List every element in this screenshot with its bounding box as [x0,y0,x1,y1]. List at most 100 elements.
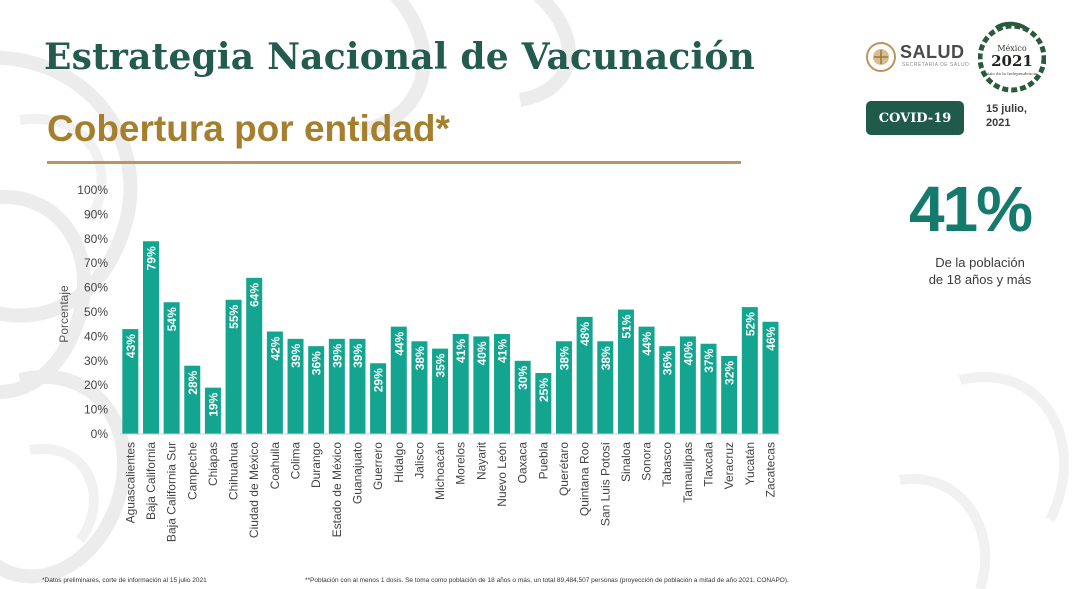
x-category-label: San Luis Potosí [598,441,612,526]
bar-value-label: 37% [702,348,716,372]
x-category-label: Sinaloa [619,442,633,482]
bar [287,338,304,434]
x-category-label: Guanajuato [350,442,364,504]
bar [308,346,325,434]
bar-value-label: 51% [619,314,633,338]
x-category-label: Chihuahua [227,442,241,500]
y-tick-label: 80% [84,232,108,246]
bar [597,341,614,434]
bar-value-label: 54% [165,307,179,331]
x-category-label: Nayarit [474,441,488,480]
date-label: 15 julio, 2021 [986,102,1046,130]
mexico-2021-emblem-icon: México 2021 Año de la Independencia [978,21,1046,93]
y-tick-label: 10% [84,403,108,417]
y-axis-label: Porcentaje [57,285,71,343]
bar [762,321,779,434]
bar-value-label: 39% [289,344,303,368]
bar [679,336,696,434]
bar [494,333,511,434]
bar [390,326,407,434]
x-category-label: Morelos [454,442,468,485]
date-line-1: 15 julio, [986,103,1027,115]
bar [700,343,717,434]
bar-value-label: 40% [681,341,695,365]
bar [555,341,572,434]
x-category-label: Jalisco [412,442,426,479]
x-category-label: Chiapas [206,442,220,486]
x-category-label: Sonora [640,442,654,481]
footnote-left: *Datos preliminares, corte de informació… [42,577,207,584]
x-category-label: Tamaulipas [681,442,695,503]
bar-value-label: 38% [599,346,613,370]
bar-value-label: 19% [206,392,220,416]
bar-value-label: 43% [124,334,138,358]
x-category-label: Yucatán [743,442,757,485]
page-title: Estrategia Nacional de Vacunación [44,36,755,78]
bar [142,241,159,434]
bar [617,309,634,434]
page-subtitle: Cobertura por entidad* [47,108,450,149]
bar [411,341,428,434]
bar-value-label: 38% [413,346,427,370]
coverage-caption: De la población de 18 años y más [900,254,1060,288]
bar-value-label: 52% [743,312,757,336]
x-category-label: Ciudad de México [247,442,261,538]
y-tick-label: 70% [84,256,108,270]
x-category-label: Oaxaca [516,442,530,484]
bar-value-label: 25% [537,378,551,402]
bar-value-label: 38% [557,346,571,370]
x-category-label: Coahuila [268,442,282,490]
bar [576,316,593,434]
bar-value-label: 39% [330,344,344,368]
bar-value-label: 55% [227,304,241,328]
bar [370,363,387,434]
footnote-right: **Población con al menos 1 dosis. Se tom… [305,577,789,584]
salud-logo-text: SALUD [900,42,965,62]
bar [122,329,139,434]
bar [535,373,552,434]
bar-value-label: 44% [640,331,654,355]
bar [328,338,345,434]
y-tick-label: 30% [84,354,108,368]
x-category-label: Campeche [185,442,199,500]
bar [432,348,449,434]
x-category-label: Baja California Sur [165,442,179,542]
y-tick-label: 50% [84,305,108,319]
coverage-caption-line-2: de 18 años y más [928,272,1032,287]
x-category-label: Puebla [536,442,550,480]
subtitle-divider [47,161,741,164]
x-category-label: Colima [289,442,303,480]
y-tick-label: 90% [84,207,108,221]
bar-value-label: 44% [392,331,406,355]
coverage-caption-line-1: De la población [935,255,1025,270]
bar-value-label: 46% [764,326,778,350]
bar-value-label: 35% [434,353,448,377]
x-category-label: Zacatecas [763,442,777,497]
x-category-label: Querétaro [557,442,571,496]
bar [266,331,283,434]
bar-value-label: 48% [578,322,592,346]
bar-value-label: 41% [496,339,510,363]
x-category-label: Veracruz [722,442,736,489]
bar [473,336,490,434]
bar-value-label: 36% [661,351,675,375]
bar [514,360,531,434]
bar-value-label: 30% [516,365,530,389]
x-category-label: Michoacán [433,442,447,500]
x-category-label: Tabasco [660,442,674,487]
bar-value-label: 39% [351,344,365,368]
covid-badge: COVID-19 [866,101,964,135]
x-category-label: Hidalgo [392,442,406,483]
bar [721,355,738,434]
x-category-label: Aguascalientes [123,442,137,523]
x-category-label: Durango [309,442,323,488]
bar [246,277,263,434]
bar [225,299,242,434]
bar-value-label: 29% [372,368,386,392]
date-line-2: 2021 [986,117,1011,129]
salud-logo-subtext: SECRETARÍA DE SALUD [902,62,970,68]
x-category-label: Tlaxcala [702,442,716,487]
bar [163,302,180,434]
